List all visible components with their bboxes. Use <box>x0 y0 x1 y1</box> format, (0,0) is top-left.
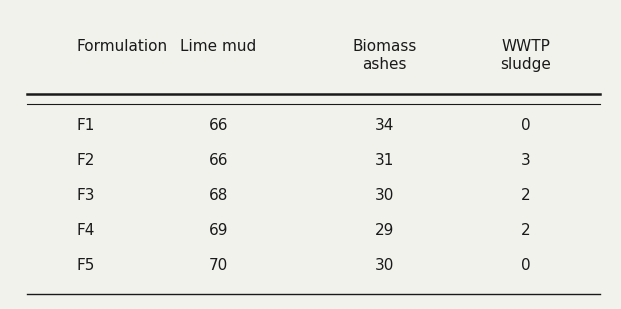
Text: 69: 69 <box>209 223 228 238</box>
Text: 2: 2 <box>521 188 531 203</box>
Text: F2: F2 <box>76 153 95 168</box>
Text: 66: 66 <box>209 153 228 168</box>
Text: 68: 68 <box>209 188 228 203</box>
Text: F5: F5 <box>76 258 95 273</box>
Text: 29: 29 <box>374 223 394 238</box>
Text: 34: 34 <box>374 118 394 133</box>
Text: WWTP
sludge: WWTP sludge <box>501 39 551 72</box>
Text: 0: 0 <box>521 118 531 133</box>
Text: Biomass
ashes: Biomass ashes <box>352 39 417 72</box>
Text: Formulation: Formulation <box>76 39 168 54</box>
Text: 0: 0 <box>521 258 531 273</box>
Text: F1: F1 <box>76 118 95 133</box>
Text: 66: 66 <box>209 118 228 133</box>
Text: F3: F3 <box>76 188 95 203</box>
Text: 2: 2 <box>521 223 531 238</box>
Text: Lime mud: Lime mud <box>180 39 256 54</box>
Text: 31: 31 <box>374 153 394 168</box>
Text: 70: 70 <box>209 258 228 273</box>
Text: 30: 30 <box>374 258 394 273</box>
Text: F4: F4 <box>76 223 95 238</box>
Text: 30: 30 <box>374 188 394 203</box>
Text: 3: 3 <box>521 153 531 168</box>
